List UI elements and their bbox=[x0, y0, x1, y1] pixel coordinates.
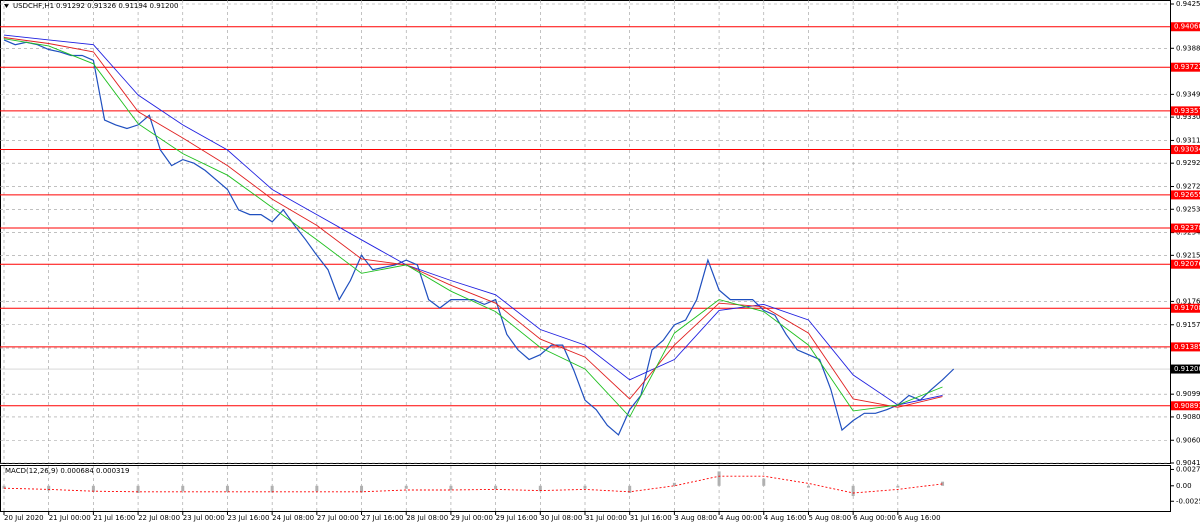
macd-bar bbox=[315, 485, 319, 492]
level-label-box bbox=[1171, 303, 1200, 313]
macd-bar bbox=[404, 485, 408, 489]
x-tick-label: 29 Jul 16:00 bbox=[496, 514, 538, 522]
macd-bar bbox=[583, 485, 587, 489]
level-label: 0.92655 bbox=[1174, 191, 1200, 199]
macd-bar bbox=[2, 485, 6, 489]
y-tick-label: 0.90605 bbox=[1176, 436, 1200, 444]
y-tick-label: 0.93305 bbox=[1176, 113, 1200, 121]
macd-bar bbox=[47, 485, 51, 491]
level-label: 0.93034 bbox=[1174, 146, 1200, 154]
macd-bar bbox=[717, 471, 721, 486]
x-tick-label: 31 Jul 00:00 bbox=[585, 514, 627, 522]
x-tick-label: 3 Aug 08:00 bbox=[674, 514, 717, 522]
macd-bar bbox=[91, 485, 95, 492]
macd-bar bbox=[270, 485, 274, 493]
level-label-box bbox=[1171, 106, 1200, 116]
x-tick-label: 23 Jul 00:00 bbox=[183, 514, 225, 522]
x-tick-label: 29 Jul 00:00 bbox=[451, 514, 493, 522]
macd-title: MACD(12,26,9) 0.000684 0.000319 bbox=[5, 467, 129, 475]
macd-bar bbox=[806, 485, 810, 488]
x-tick-label: 27 Jul 16:00 bbox=[362, 514, 404, 522]
macd-bar bbox=[449, 485, 453, 490]
level-label-box bbox=[1171, 223, 1200, 233]
y-tick-label: 0.002725 bbox=[1176, 465, 1200, 473]
level-label: 0.91708 bbox=[1174, 304, 1200, 312]
x-tick-label: 24 Jul 08:00 bbox=[272, 514, 314, 522]
x-tick-label: 6 Aug 16:00 bbox=[898, 514, 941, 522]
x-tick-label: 31 Jul 16:00 bbox=[630, 514, 672, 522]
price-line bbox=[3, 39, 955, 436]
macd-bar bbox=[628, 485, 632, 493]
x-tick-label: 28 Jul 08:00 bbox=[406, 514, 448, 522]
level-label: 0.91385 bbox=[1174, 343, 1200, 351]
macd-bar bbox=[136, 485, 140, 493]
x-tick-label: 5 Aug 08:00 bbox=[808, 514, 851, 522]
chart-title: USDCHF,H1 bbox=[13, 2, 54, 10]
y-tick-label: 0.92725 bbox=[1176, 183, 1200, 191]
level-label-box bbox=[1171, 401, 1200, 411]
y-tick-label: 0.93495 bbox=[1176, 90, 1200, 98]
menu-arrow bbox=[4, 4, 9, 8]
y-tick-label: 0.92535 bbox=[1176, 205, 1200, 213]
y-tick-label: 0.90415 bbox=[1176, 459, 1200, 467]
x-tick-label: 4 Aug 00:00 bbox=[719, 514, 762, 522]
level-label-box bbox=[1171, 342, 1200, 352]
x-tick-label: 23 Jul 16:00 bbox=[227, 514, 269, 522]
level-label-box bbox=[1171, 259, 1200, 269]
level-label-box bbox=[1171, 22, 1200, 32]
macd-bar bbox=[762, 478, 766, 486]
level-label: 0.90893 bbox=[1174, 402, 1200, 410]
x-tick-label: 21 Jul 16:00 bbox=[93, 514, 135, 522]
level-label: 0.92076 bbox=[1174, 260, 1200, 268]
x-tick-label: 30 Jul 08:00 bbox=[540, 514, 582, 522]
x-tick-label: 6 Aug 00:00 bbox=[853, 514, 896, 522]
x-tick-label: 20 Jul 2020 bbox=[4, 514, 44, 522]
moving-average bbox=[3, 34, 943, 406]
level-label: 0.92378 bbox=[1174, 224, 1200, 232]
macd-bar bbox=[851, 485, 855, 496]
macd-bar bbox=[672, 482, 676, 486]
moving-average bbox=[3, 38, 943, 418]
macd-bar bbox=[225, 485, 229, 492]
macd-bar bbox=[181, 485, 185, 492]
x-tick-label: 21 Jul 00:00 bbox=[49, 514, 91, 522]
macd-frame bbox=[0, 465, 1171, 512]
chart-subtitle: 0.91292 0.91326 0.91194 0.91200 bbox=[56, 2, 178, 10]
macd-bar bbox=[494, 485, 498, 490]
macd-bar bbox=[896, 485, 900, 488]
main-frame bbox=[0, 0, 1171, 464]
macd-bar bbox=[941, 481, 945, 486]
x-tick-label: 22 Jul 08:00 bbox=[138, 514, 180, 522]
last-price-box bbox=[1171, 364, 1200, 374]
level-label: 0.93722 bbox=[1174, 63, 1200, 71]
macd-bar bbox=[360, 485, 364, 493]
level-label-box bbox=[1171, 190, 1200, 200]
y-tick-label: 0.00 bbox=[1176, 482, 1192, 490]
macd-bar bbox=[538, 485, 542, 492]
moving-average bbox=[3, 37, 943, 408]
x-tick-label: 27 Jul 00:00 bbox=[317, 514, 359, 522]
level-label-box bbox=[1171, 145, 1200, 155]
x-tick-label: 4 Aug 16:00 bbox=[764, 514, 807, 522]
macd-signal bbox=[3, 475, 943, 494]
last-price-label: 0.91200 bbox=[1174, 365, 1200, 373]
y-tick-label: 0.91765 bbox=[1176, 297, 1200, 305]
y-tick-label: -0.002575 bbox=[1176, 497, 1200, 505]
level-label-box bbox=[1171, 62, 1200, 72]
level-label: 0.93357 bbox=[1174, 107, 1200, 115]
